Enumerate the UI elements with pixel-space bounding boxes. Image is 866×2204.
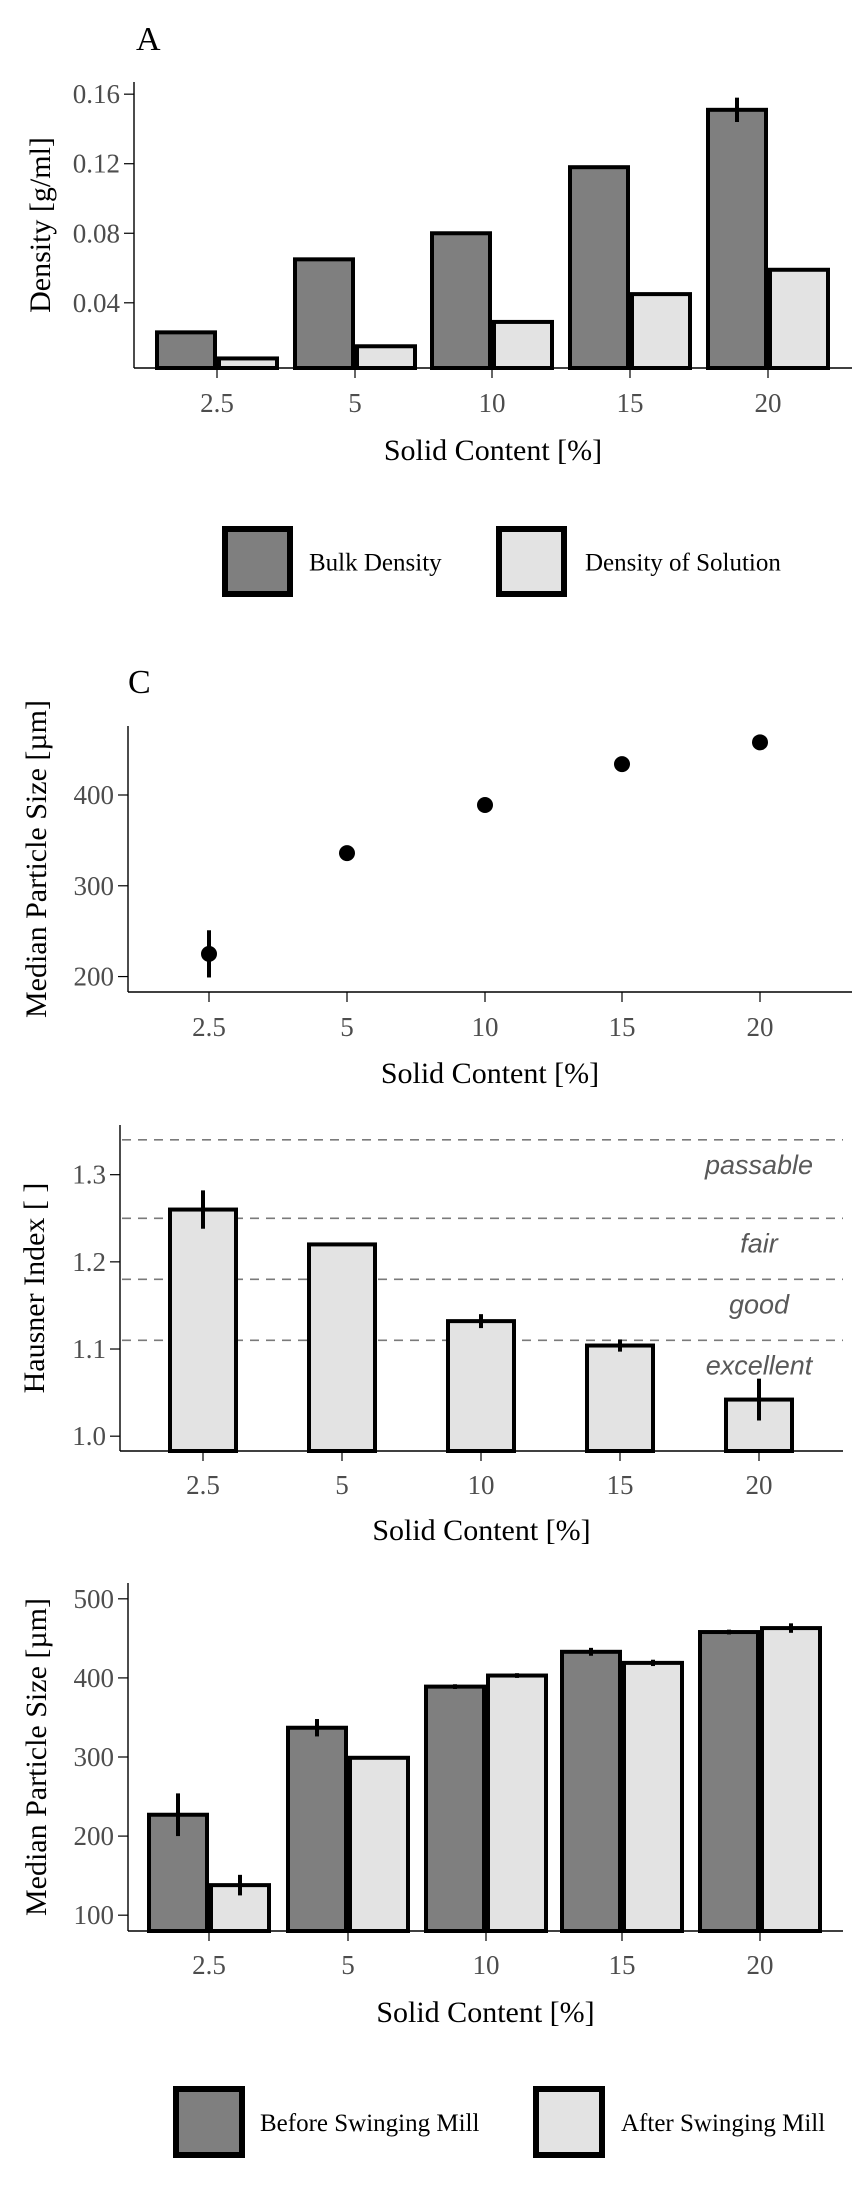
y-tick-label: 1.3 xyxy=(72,1160,106,1190)
bar xyxy=(430,231,492,370)
x-tick-label: 2.5 xyxy=(200,388,234,418)
y-tick-label: 300 xyxy=(74,871,115,901)
bar xyxy=(168,1207,238,1453)
x-tick-label: 5 xyxy=(335,1470,349,1500)
x-tick-label: 20 xyxy=(755,388,782,418)
data-point xyxy=(614,756,630,773)
bar xyxy=(424,1684,486,1934)
chart-c: C 200 300 400 2.5 5 10 15 20 Solid Content [%] Med… xyxy=(20,664,852,1090)
x-tick-label: 2.5 xyxy=(192,1012,226,1042)
y-tick-label: 200 xyxy=(74,1821,115,1851)
bar xyxy=(155,330,217,371)
y-tick-label: 500 xyxy=(74,1584,115,1614)
chart-mill: 100 200 300 400 500 2.5 5 10 15 20 Solid Content [… xyxy=(20,1583,843,2158)
bar xyxy=(622,1660,684,1934)
x-tick-label: 10 xyxy=(473,1950,500,1980)
data-point xyxy=(339,845,355,862)
bar xyxy=(768,267,830,370)
x-tick-label: 15 xyxy=(617,388,644,418)
bar xyxy=(568,165,630,370)
legend-label: Bulk Density xyxy=(309,550,442,577)
legend-label: After Swinging Mill xyxy=(621,2110,825,2137)
y-tick-label: 0.12 xyxy=(73,149,120,179)
bar xyxy=(630,292,692,371)
zone-label: passable xyxy=(704,1150,813,1180)
legend: Bulk Density Density of Solution xyxy=(222,526,781,597)
x-tick-label: 2.5 xyxy=(192,1950,226,1980)
legend-item: Density of Solution xyxy=(496,526,781,597)
chart-hausner: passable fair good excellent 1.0 1.1 1.2 1.3 2.5… xyxy=(18,1125,843,1547)
x-tick-label: 15 xyxy=(609,1950,636,1980)
bar xyxy=(760,1626,822,1933)
y-axis-title: Median Particle Size [µm] xyxy=(20,700,53,1018)
x-tick-label: 15 xyxy=(607,1470,634,1500)
x-tick-label: 10 xyxy=(479,388,506,418)
legend-label: Density of Solution xyxy=(585,550,781,577)
y-tick-label: 400 xyxy=(74,780,115,810)
legend-swatch xyxy=(173,2086,245,2158)
chart-a: A 0.04 0.08 0.12 0.16 2.5 5 10 15 20 Solid Content… xyxy=(24,21,852,597)
x-axis-title: Solid Content [%] xyxy=(372,1514,590,1547)
legend-item: After Swinging Mill xyxy=(533,2086,825,2158)
bar xyxy=(286,1725,348,1933)
data-point xyxy=(752,734,768,751)
x-tick-label: 20 xyxy=(747,1950,774,1980)
legend-item: Before Swinging Mill xyxy=(173,2086,479,2158)
legend-swatch xyxy=(533,2086,605,2158)
y-axis-title: Density [g/ml] xyxy=(24,137,57,313)
bar xyxy=(348,1755,410,1933)
legend-item: Bulk Density xyxy=(222,526,442,597)
y-tick-label: 1.2 xyxy=(72,1247,106,1277)
x-tick-label: 2.5 xyxy=(186,1470,220,1500)
bar xyxy=(307,1242,377,1453)
data-point xyxy=(201,945,217,962)
x-tick-label: 15 xyxy=(609,1012,636,1042)
y-tick-label: 0.16 xyxy=(73,79,120,109)
x-axis-title: Solid Content [%] xyxy=(384,434,602,467)
x-tick-label: 5 xyxy=(340,1012,354,1042)
bar xyxy=(486,1673,548,1934)
y-tick-label: 0.04 xyxy=(73,288,121,318)
legend: Before Swinging Mill After Swinging Mill xyxy=(173,2086,825,2158)
x-tick-label: 10 xyxy=(468,1470,495,1500)
legend-swatch xyxy=(496,526,567,597)
x-axis-title: Solid Content [%] xyxy=(381,1057,599,1090)
panel-label: A xyxy=(136,21,161,58)
y-tick-label: 100 xyxy=(74,1900,115,1930)
bar xyxy=(706,107,768,370)
x-axis-title: Solid Content [%] xyxy=(376,1996,594,2029)
data-point xyxy=(477,796,493,813)
bar xyxy=(355,344,417,371)
bar xyxy=(585,1343,655,1454)
y-tick-label: 200 xyxy=(74,962,115,992)
y-axis-title: Median Particle Size [µm] xyxy=(20,1598,53,1916)
x-tick-label: 20 xyxy=(746,1470,773,1500)
panel-label: C xyxy=(128,664,151,701)
bar xyxy=(446,1319,516,1454)
legend-label: Before Swinging Mill xyxy=(260,2110,479,2137)
bar xyxy=(217,356,279,370)
y-tick-label: 1.0 xyxy=(72,1421,106,1451)
zone-label: excellent xyxy=(706,1350,814,1380)
bar xyxy=(293,257,355,370)
x-tick-label: 20 xyxy=(747,1012,774,1042)
bar xyxy=(560,1649,622,1933)
y-tick-label: 1.1 xyxy=(72,1334,106,1364)
y-tick-label: 400 xyxy=(74,1663,115,1693)
y-tick-label: 300 xyxy=(74,1742,115,1772)
x-tick-label: 10 xyxy=(472,1012,499,1042)
bar xyxy=(698,1630,760,1933)
y-axis-title: Hausner Index [ ] xyxy=(18,1183,51,1394)
y-tick-label: 0.08 xyxy=(73,218,120,248)
zone-label: fair xyxy=(740,1228,779,1258)
legend-swatch xyxy=(222,526,293,597)
bar xyxy=(492,319,554,371)
x-tick-label: 5 xyxy=(348,388,362,418)
x-tick-label: 5 xyxy=(341,1950,355,1980)
zone-label: good xyxy=(729,1289,790,1319)
